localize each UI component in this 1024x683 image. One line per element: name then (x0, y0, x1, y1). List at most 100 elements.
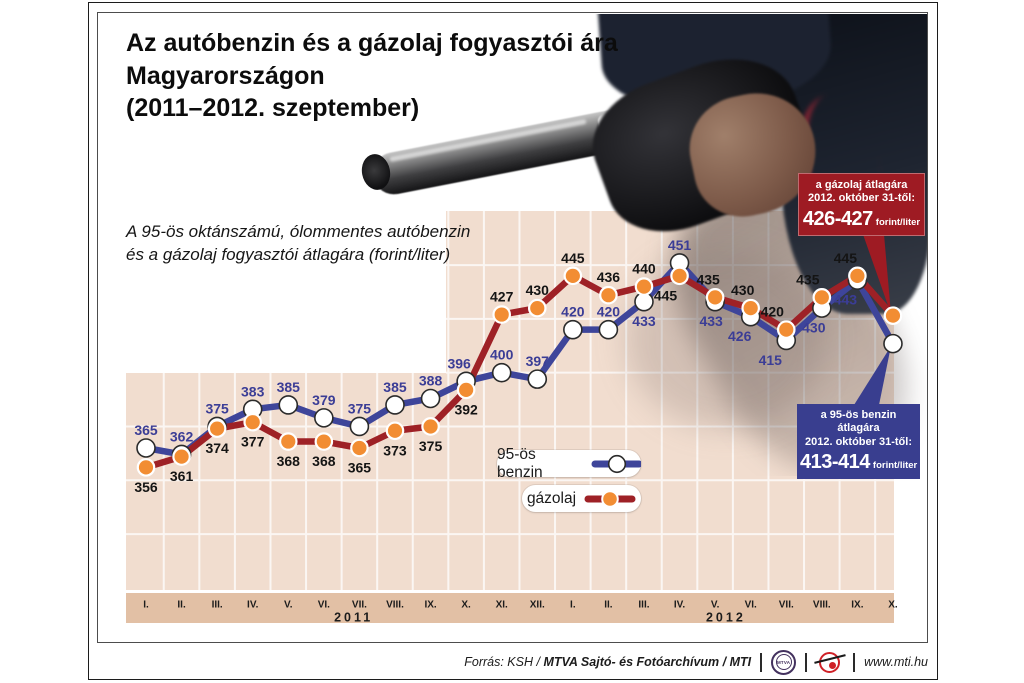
svg-text:VI.: VI. (318, 600, 330, 611)
svg-text:IV.: IV. (247, 600, 259, 611)
svg-text:397: 397 (526, 353, 550, 369)
svg-text:365: 365 (134, 422, 158, 438)
svg-text:451: 451 (668, 237, 692, 253)
callout-petrol-value-row: 413-414 forint/liter (800, 450, 917, 474)
svg-text:II.: II. (604, 600, 613, 611)
source-regular: Forrás: KSH / (464, 655, 544, 669)
callout-diesel-line2: 2012. október 31-től: (808, 192, 915, 205)
svg-text:III.: III. (638, 600, 649, 611)
svg-text:III.: III. (212, 600, 223, 611)
svg-text:V.: V. (711, 600, 720, 611)
svg-text:X.: X. (461, 600, 471, 611)
svg-text:VIII.: VIII. (386, 600, 404, 611)
svg-text:2011: 2011 (334, 611, 373, 625)
callout-petrol-average: a 95-ös benzin átlagára 2012. október 31… (797, 404, 920, 479)
svg-text:XII.: XII. (530, 600, 545, 611)
svg-text:VII.: VII. (352, 600, 367, 611)
callout-diesel-line1: a gázolaj átlagára (815, 179, 908, 191)
chart-subtitle: A 95-ös oktánszámú, ólommentes autóbenzi… (126, 221, 470, 267)
svg-text:443: 443 (834, 292, 858, 308)
svg-text:383: 383 (241, 383, 265, 399)
svg-text:445: 445 (654, 287, 678, 303)
mtva-logo: MTVA (771, 649, 797, 675)
svg-text:VIII.: VIII. (813, 600, 831, 611)
svg-text:445: 445 (561, 250, 585, 266)
legend-label-petrol: 95-ös benzin (497, 445, 543, 481)
callout-diesel-unit: forint/liter (875, 216, 921, 228)
source-text: Forrás: KSH / MTVA Sajtó- és Fotóarchívu… (464, 655, 751, 669)
subtitle-line-2: és a gázolaj fogyasztói átlagára (forint… (126, 244, 451, 264)
svg-text:362: 362 (170, 428, 194, 444)
svg-text:377: 377 (241, 434, 265, 450)
infographic-card: I. II. III. IV. V. VI. VII. VIII. IX. X. XI. XII. I.… (97, 12, 928, 643)
petrol-line-sample-icon (591, 454, 641, 473)
svg-text:V.: V. (284, 600, 293, 611)
svg-text:396: 396 (447, 355, 471, 371)
x-axis-labels: I. II. III. IV. V. VI. VII. VIII. IX. X. XI. XII. I.… (143, 600, 898, 625)
svg-text:435: 435 (696, 271, 720, 287)
svg-text:445: 445 (834, 250, 858, 266)
svg-text:IV.: IV. (674, 600, 686, 611)
svg-text:430: 430 (731, 282, 755, 298)
svg-text:426: 426 (728, 328, 752, 344)
svg-text:436: 436 (597, 269, 621, 285)
svg-text:433: 433 (699, 313, 723, 329)
svg-text:388: 388 (419, 373, 443, 389)
svg-text:375: 375 (348, 400, 372, 416)
svg-text:433: 433 (632, 313, 656, 329)
svg-text:2012: 2012 (706, 611, 746, 625)
title-line-3: (2011–2012. szeptember) (126, 94, 420, 122)
svg-text:392: 392 (454, 401, 478, 417)
svg-text:VI.: VI. (745, 600, 757, 611)
callout-diesel-value-row: 426-427 forint/liter (802, 207, 921, 231)
callout-petrol-value: 413-414 (800, 451, 870, 474)
mti-eye-logo (814, 650, 846, 675)
legend-item-diesel: gázolaj (522, 485, 641, 512)
mti-logo-dot (829, 661, 837, 669)
website-url: www.mti.hu (864, 655, 928, 669)
svg-text:385: 385 (277, 379, 301, 395)
svg-text:427: 427 (490, 289, 514, 305)
svg-text:435: 435 (796, 271, 820, 287)
callout-petrol-unit: forint/liter (872, 460, 918, 472)
svg-text:415: 415 (759, 352, 783, 368)
footer-divider (805, 652, 808, 672)
footer-divider (853, 652, 856, 672)
svg-text:X.: X. (888, 600, 898, 611)
callout-diesel-average: a gázolaj átlagára 2012. október 31-től:… (798, 173, 925, 237)
svg-text:365: 365 (348, 460, 372, 476)
svg-text:375: 375 (205, 400, 229, 416)
svg-text:400: 400 (490, 347, 514, 363)
svg-text:I.: I. (570, 600, 576, 611)
svg-text:430: 430 (802, 320, 826, 336)
x-axis-strip (126, 593, 894, 623)
callout-petrol-line2: 2012. október 31-től: (805, 435, 912, 448)
footer-bar: Forrás: KSH / MTVA Sajtó- és Fotóarchívu… (464, 646, 928, 678)
mtva-logo-text: MTVA (775, 654, 792, 670)
callout-petrol-line1: a 95-ös benzin átlagára (820, 409, 897, 435)
svg-text:XI.: XI. (496, 600, 508, 611)
svg-text:379: 379 (312, 392, 336, 408)
svg-text:420: 420 (561, 304, 585, 320)
diesel-line-sample-icon (584, 489, 636, 508)
callout-petrol-tail (854, 346, 891, 405)
legend-item-petrol: 95-ös benzin (497, 446, 641, 481)
page-title: Az autóbenzin és a gázolaj fogyasztói ár… (126, 27, 618, 125)
svg-text:430: 430 (526, 282, 550, 298)
callout-diesel-value: 426-427 (802, 207, 873, 230)
svg-text:IX.: IX. (424, 600, 436, 611)
title-line-1: Az autóbenzin és a gázolaj fogyasztói ár… (126, 29, 618, 57)
svg-text:II.: II. (177, 600, 186, 611)
svg-text:361: 361 (170, 468, 194, 484)
footer-divider (760, 652, 763, 672)
svg-text:IX.: IX. (851, 600, 863, 611)
svg-text:356: 356 (134, 479, 158, 495)
source-bold: MTVA Sajtó- és Fotóarchívum / MTI (543, 655, 752, 669)
svg-text:I.: I. (143, 600, 149, 611)
title-line-2: Magyarországon (126, 61, 325, 90)
legend-label-diesel: gázolaj (526, 489, 577, 507)
svg-text:373: 373 (383, 442, 407, 458)
subtitle-line-1: A 95-ös oktánszámú, ólommentes autóbenzi… (126, 222, 471, 241)
svg-text:420: 420 (597, 304, 621, 320)
